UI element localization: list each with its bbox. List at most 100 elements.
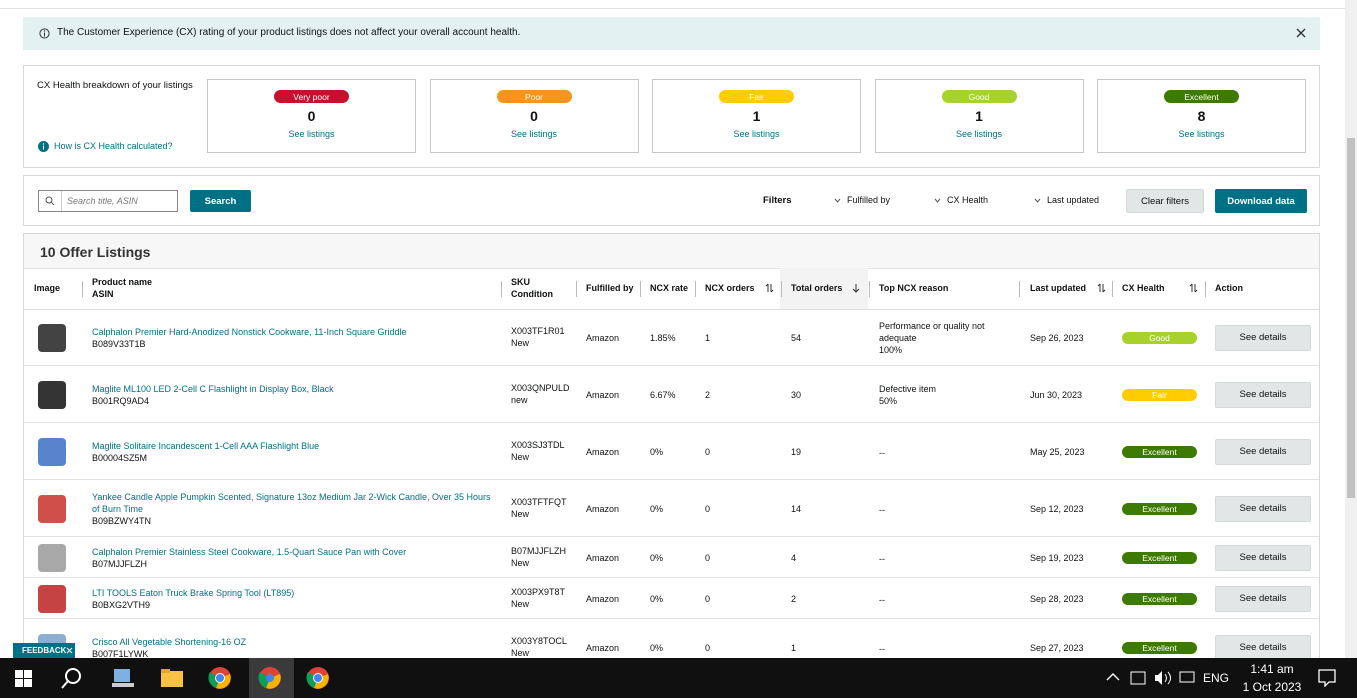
- see-listings-link[interactable]: See listings: [1178, 129, 1225, 139]
- ncx-rate: 6.67%: [650, 389, 676, 400]
- app-icon[interactable]: [110, 666, 136, 690]
- see-details-button[interactable]: See details: [1215, 585, 1311, 612]
- cx-health-badge: Good: [1122, 331, 1197, 344]
- feedback-label: FEEDBACK: [22, 646, 67, 655]
- download-button[interactable]: Download data: [1215, 189, 1307, 213]
- product-cell: LTI TOOLS Eaton Truck Brake Spring Tool …: [92, 587, 497, 611]
- explorer-icon[interactable]: [160, 667, 184, 689]
- health-badge: Excellent: [1164, 90, 1239, 103]
- filter-dropdown[interactable]: Last updated: [1034, 191, 1129, 211]
- product-name[interactable]: LTI TOOLS Eaton Truck Brake Spring Tool …: [92, 587, 295, 598]
- sku: X003TF1R01: [511, 325, 565, 336]
- clock-time[interactable]: 1:41 am: [1250, 662, 1294, 676]
- product-name[interactable]: Yankee Candle Apple Pumpkin Scented, Sig…: [92, 491, 491, 514]
- column-header[interactable]: CX Health: [1122, 283, 1165, 293]
- search-button[interactable]: Search: [190, 190, 251, 212]
- cx-health-badge: Excellent: [1122, 445, 1197, 458]
- help-link[interactable]: How is CX Health calculated?: [54, 141, 173, 151]
- ncx-reason-pct: 100%: [879, 344, 903, 355]
- cx-health-badge: Excellent: [1122, 551, 1197, 564]
- product-image: [38, 323, 66, 352]
- clock-date[interactable]: 1 Oct 2023: [1242, 680, 1302, 694]
- product-name[interactable]: Calphalon Premier Stainless Steel Cookwa…: [92, 546, 407, 557]
- ncx-orders: 0: [705, 446, 711, 457]
- sort-icon: [1097, 283, 1106, 293]
- notifications[interactable]: [1318, 669, 1336, 687]
- health-count: 1: [975, 108, 983, 124]
- column-header[interactable]: Top NCX reason: [879, 283, 949, 293]
- column-separator: [640, 281, 641, 297]
- see-details-button[interactable]: See details: [1215, 544, 1311, 571]
- fulfilled-by: Amazon: [586, 332, 620, 343]
- asin: B0BXG2VTH9: [92, 599, 151, 610]
- cx-health-badge: Excellent: [1122, 641, 1197, 654]
- product-name[interactable]: Calphalon Premier Hard-Anodized Nonstick…: [92, 326, 407, 337]
- see-listings-link[interactable]: See listings: [733, 129, 780, 139]
- language[interactable]: ENG: [1203, 671, 1230, 685]
- close-button[interactable]: [1296, 28, 1306, 38]
- ncx-reason: Performance or quality not adequate: [879, 320, 985, 343]
- column-header[interactable]: NCX rate: [650, 283, 689, 293]
- fulfilled-by: Amazon: [586, 446, 620, 457]
- tray-icons[interactable]: [1130, 669, 1200, 687]
- table-row: [24, 537, 1319, 578]
- see-listings-link[interactable]: See listings: [955, 129, 1003, 139]
- filter-label: Fulfilled by: [847, 195, 891, 205]
- see-details-button[interactable]: See details: [1215, 324, 1311, 351]
- chrome-icon[interactable]: [208, 666, 232, 690]
- start-button[interactable]: [15, 670, 32, 687]
- column-header[interactable]: Fulfilled by: [586, 283, 634, 293]
- column-header[interactable]: NCX orders: [705, 283, 755, 293]
- product-image: [38, 494, 66, 523]
- see-details-button[interactable]: See details: [1215, 495, 1311, 522]
- header-row: [24, 309, 1319, 310]
- product-name[interactable]: Maglite Solitaire Incandescent 1-Cell AA…: [92, 440, 320, 451]
- column-header[interactable]: Last updated: [1030, 283, 1087, 293]
- chrome-icon[interactable]: [258, 666, 282, 690]
- product-name[interactable]: Maglite ML100 LED 2-Cell C Flashlight in…: [92, 383, 334, 394]
- see-details-button[interactable]: See details: [1215, 381, 1311, 408]
- filter-dropdown[interactable]: Fulfilled by: [834, 191, 929, 211]
- filter-dropdown[interactable]: CX Health: [934, 191, 1029, 211]
- clear-filters[interactable]: Clear filters: [1126, 189, 1204, 213]
- product-cell: Crisco All Vegetable Shortening-16 OZ B00…: [92, 636, 497, 660]
- product-name[interactable]: Crisco All Vegetable Shortening-16 OZ: [92, 636, 247, 647]
- product-image: [38, 437, 66, 466]
- reason-cell: --: [879, 504, 994, 516]
- ncx-orders: 0: [705, 642, 711, 653]
- ncx-reason: Defective item: [879, 383, 937, 394]
- scrollbar[interactable]: [1345, 0, 1357, 658]
- ncx-orders: 1: [705, 332, 711, 343]
- total-orders: 2: [791, 593, 797, 604]
- column-header[interactable]: Total orders: [791, 283, 843, 293]
- fulfilled-by: Amazon: [586, 389, 620, 400]
- last-updated: Jun 30, 2023: [1030, 389, 1083, 400]
- column-header: Action: [1215, 283, 1243, 293]
- sku: X003QNPULD: [511, 382, 570, 393]
- listings-table: 10 Offer Listings Image Product name ASIN S…: [23, 233, 1320, 676]
- ncx-rate: 0%: [650, 503, 664, 514]
- search-input[interactable]: Search title, ASIN: [38, 190, 178, 212]
- ncx-orders: 0: [705, 552, 711, 563]
- last-updated: May 25, 2023: [1030, 446, 1085, 457]
- tray-arrow[interactable]: [1106, 672, 1120, 682]
- column-separator: [869, 281, 870, 297]
- search-icon[interactable]: [61, 667, 83, 689]
- see-details-button[interactable]: See details: [1215, 438, 1311, 465]
- see-listings-link[interactable]: See listings: [288, 129, 335, 139]
- total-orders: 19: [791, 446, 802, 457]
- last-updated: Sep 28, 2023: [1030, 593, 1084, 604]
- see-listings-link[interactable]: See listings: [510, 129, 558, 139]
- health-card: Very poor 0 See listings: [207, 79, 416, 153]
- column-separator: [501, 281, 502, 297]
- fulfilled-by: Amazon: [586, 552, 620, 563]
- health-card: Excellent 8 See listings: [1097, 79, 1306, 153]
- chrome-icon[interactable]: [306, 666, 330, 690]
- feedback-tab[interactable]: FEEDBACK: [13, 643, 75, 658]
- cx-health-badge: Fair: [1122, 388, 1197, 401]
- chevron: [934, 198, 941, 203]
- see-details-button[interactable]: See details: [1215, 634, 1311, 661]
- health-badge: Fair: [719, 90, 794, 103]
- ncx-reason: --: [879, 594, 885, 605]
- condition: New: [511, 337, 530, 348]
